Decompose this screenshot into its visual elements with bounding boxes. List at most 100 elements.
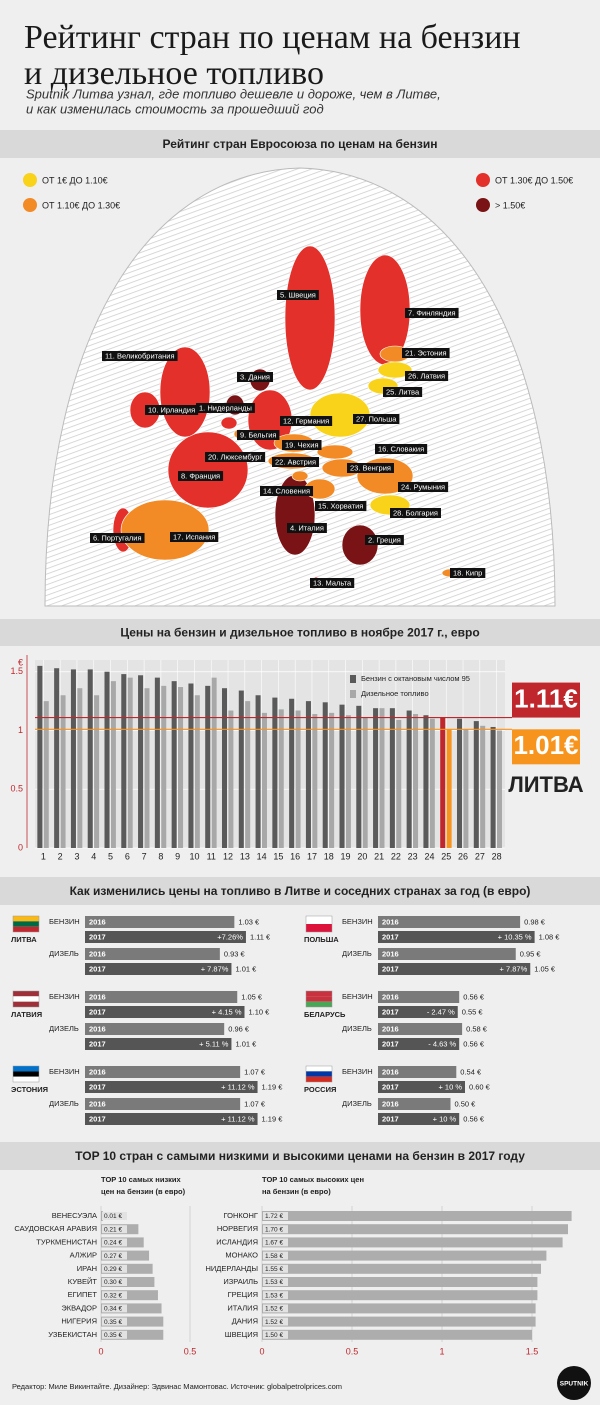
bar [378,1081,465,1093]
x-tick-label: 11 [207,851,216,861]
year-label: 2016 [382,1024,399,1033]
country-label-box [450,568,486,578]
flag-stripe [306,1001,332,1007]
year-label: 2017 [382,1082,399,1091]
logo-mark [557,1366,591,1400]
category-label: НИДЕРЛАНДЫ [205,1264,258,1273]
country-label-box [90,533,145,543]
value-label-box [263,1264,288,1273]
value-label-box [102,1330,127,1339]
bar [322,702,328,848]
country-label: 5. Швеция [280,290,316,299]
country-label-box [353,414,400,424]
category-label: ЭКВАДОР [61,1303,97,1312]
year-label: 2017 [382,1039,399,1048]
change-label: + 10 % [438,1082,462,1091]
bar [429,718,435,848]
flag-stripe [306,1071,332,1077]
x-tick-label: 6 [125,851,130,861]
country-name: ЭСТОНИЯ [11,1085,48,1094]
value-label: 0.98 € [524,917,546,926]
bar [121,674,127,848]
bar [228,710,234,848]
bar [138,675,144,848]
change-label: - 4.63 % [428,1039,456,1048]
fuel-label: ДИЗЕЛЬ [342,1099,372,1108]
category-label: НИГЕРИЯ [61,1317,97,1326]
bar [378,1023,463,1035]
x-tick-label: 14 [257,851,267,861]
country-name: ПОЛЬША [304,935,339,944]
country-label-box [287,523,327,533]
category-label: АЛЖИР [70,1251,97,1260]
bar [456,718,463,848]
bar [278,709,284,848]
bar [378,1113,460,1125]
year-label: 2016 [89,1099,106,1108]
flag-stripe [13,921,39,927]
country-label: 26. Латвия [408,371,445,380]
x-tick-label: 17 [307,851,317,861]
change-label: + 10 % [433,1114,457,1123]
bar [262,1277,538,1287]
x-tick-label: 12 [223,851,233,861]
country-shape [284,245,336,391]
category-label: ИРАН [77,1264,97,1273]
bar [406,710,412,848]
bar [389,708,395,848]
category-label: ИТАЛИЯ [227,1303,258,1312]
flag-stripe [13,991,39,997]
bar [423,715,429,848]
bar [413,714,419,848]
value-label: 0.60 € [469,1082,491,1091]
country-label-box [260,486,314,496]
value-label: 0.58 € [466,1024,488,1033]
year-label: 2016 [382,1099,399,1108]
x-tick-label: 0.5 [346,1346,359,1356]
bar [211,677,217,848]
bar [101,1277,155,1287]
year-label: 2016 [382,949,399,958]
value-label: 1.08 € [539,932,561,941]
x-tick-label: 1.5 [526,1346,539,1356]
year-label: 2017 [89,964,106,973]
year-label: 2016 [382,992,399,1001]
bar [245,701,251,848]
y-tick-label: 1.5 [10,666,23,676]
bar [473,721,479,848]
bar [104,671,110,848]
bar [295,710,301,848]
bar [262,1290,538,1301]
bar [85,1066,241,1078]
bar [85,931,246,943]
value-label-box [263,1238,288,1247]
annotation: ЛИТВА [508,772,583,797]
value-label: 0.35 € [104,1332,122,1339]
country-label-box [315,501,367,511]
bar [378,991,460,1003]
country-label: 9. Бельгия [240,430,276,439]
bar [85,1098,241,1110]
bar [262,1316,536,1327]
year-label: 2017 [382,1114,399,1123]
x-tick-label: 16 [290,851,300,861]
bar [144,688,150,848]
reference-label: 1.11€ [514,683,578,713]
title-line: и дизельное топливо [24,55,324,92]
country-label: 1. Нидерланды [199,403,252,412]
change-label: + 7.87% [201,964,229,973]
value-label: 1.53 € [265,1292,283,1299]
country-label-box [405,308,459,318]
bar [77,688,83,848]
value-label: 0.30 € [104,1279,122,1286]
country-label-box [282,440,322,450]
value-label: 0.34 € [104,1306,122,1313]
fuel-label: ДИЗЕЛЬ [342,1024,372,1033]
change-label: - 2.47 % [427,1007,455,1016]
country-label-box [170,532,219,542]
y-axis-label: € [18,657,23,667]
country-label: 22. Австрия [275,457,316,466]
flag-stripe [13,996,39,1002]
bar [85,1113,258,1125]
